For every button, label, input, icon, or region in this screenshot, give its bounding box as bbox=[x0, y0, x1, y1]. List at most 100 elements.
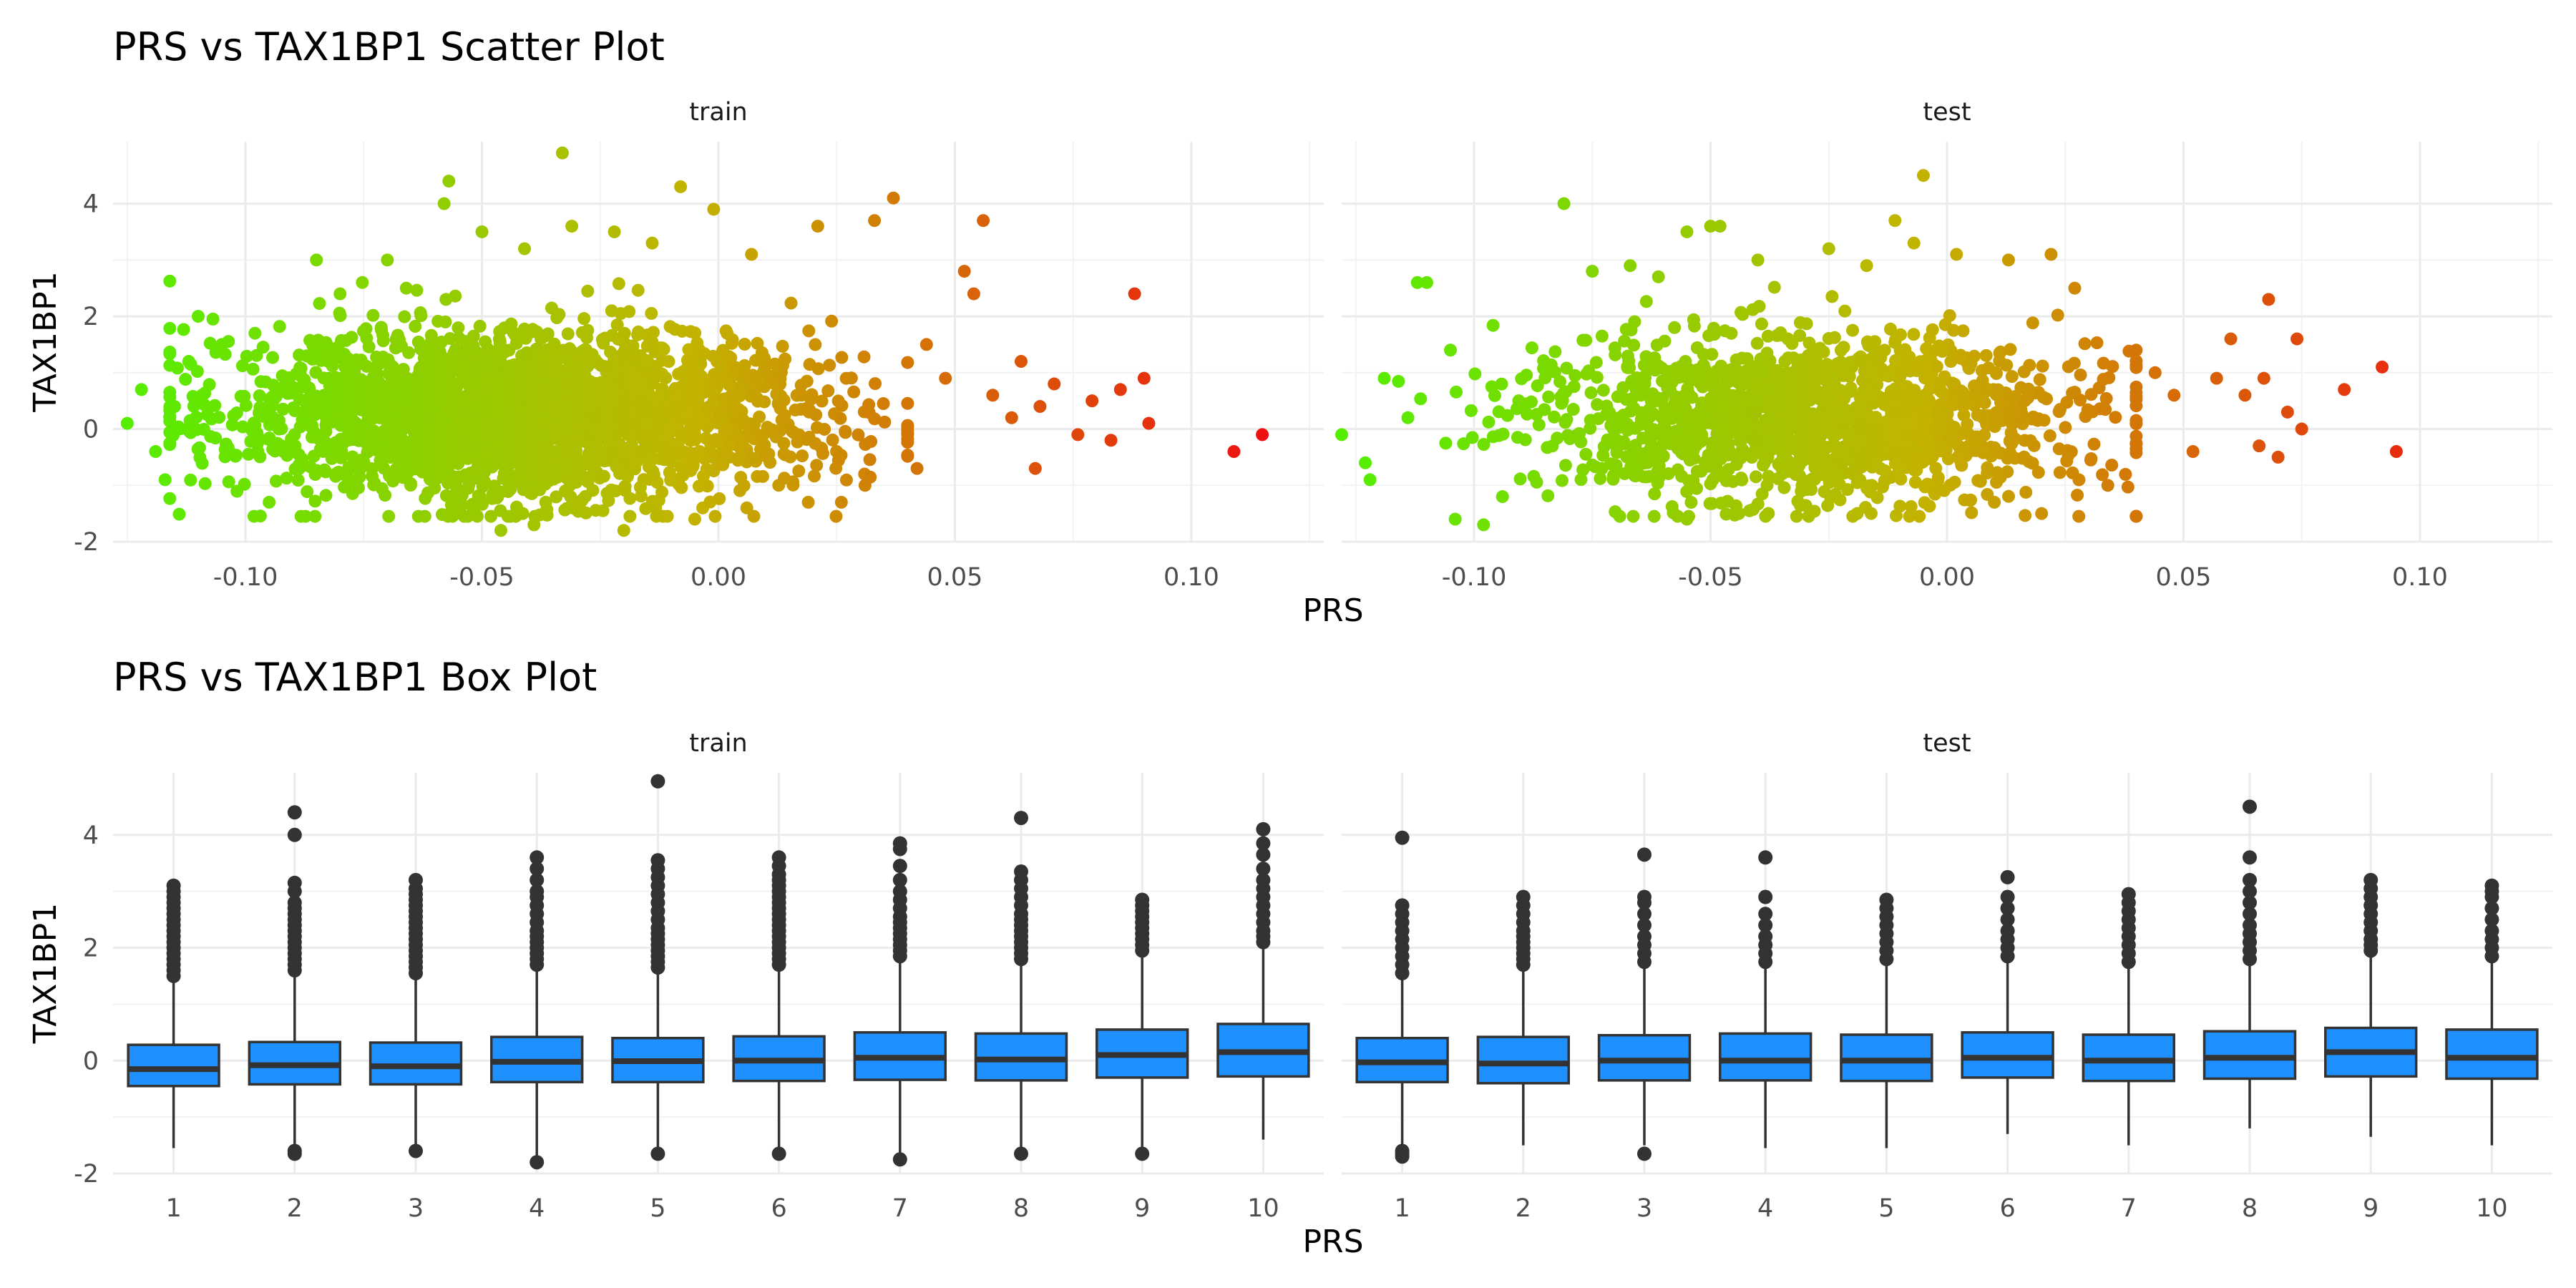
outlier-point bbox=[287, 875, 302, 890]
scatter-point bbox=[462, 478, 476, 492]
scatter-point bbox=[1548, 345, 1562, 358]
scatter-point bbox=[317, 371, 331, 385]
scatter-point bbox=[684, 325, 698, 338]
scatter-point bbox=[1825, 290, 1839, 303]
scatter-point bbox=[1558, 459, 1572, 472]
scatter-point bbox=[803, 358, 816, 371]
scatter-point bbox=[723, 378, 736, 391]
scatter-point bbox=[574, 419, 587, 433]
scatter-point bbox=[1482, 415, 1496, 429]
scatter-point bbox=[2257, 371, 2270, 385]
scatter-point bbox=[1711, 380, 1724, 394]
scatter-point bbox=[310, 253, 323, 267]
scatter-point bbox=[1033, 400, 1047, 414]
scatter-point bbox=[1970, 430, 1984, 444]
scatter-point bbox=[1785, 337, 1799, 351]
x-tick-label: 7 bbox=[2121, 1194, 2137, 1223]
scatter-point bbox=[1619, 323, 1633, 336]
scatter-point bbox=[1954, 384, 1968, 398]
scatter-point bbox=[852, 428, 865, 441]
scatter-point bbox=[1956, 324, 1970, 338]
scatter-point bbox=[2044, 248, 2058, 261]
scatter-point bbox=[1420, 275, 1433, 289]
scatter-plot-section: PRS vs TAX1BP1 Scatter Plot train-0.10 -0… bbox=[27, 24, 2552, 629]
scatter-point bbox=[269, 474, 283, 488]
scatter-point bbox=[592, 452, 606, 466]
box-10 bbox=[1216, 821, 1310, 1140]
scatter-point bbox=[263, 392, 276, 406]
scatter-point bbox=[590, 436, 604, 450]
scatter-point bbox=[1658, 401, 1672, 414]
scatter-point bbox=[568, 456, 582, 469]
scatter-point bbox=[419, 492, 432, 505]
scatter-point bbox=[209, 431, 223, 445]
scatter-point bbox=[901, 396, 914, 410]
scatter-point bbox=[375, 482, 389, 495]
scatter-point bbox=[2119, 467, 2132, 481]
x-tick-label: -0.05 bbox=[449, 563, 514, 592]
scatter-point bbox=[901, 356, 914, 369]
scatter-point bbox=[605, 304, 618, 318]
box-2 bbox=[248, 805, 342, 1161]
outlier-point bbox=[1637, 847, 1652, 862]
outlier-point bbox=[1014, 811, 1028, 826]
scatter-point bbox=[1363, 473, 1377, 487]
scatter-point bbox=[411, 382, 424, 396]
scatter-point bbox=[2086, 405, 2099, 419]
scatter-point bbox=[1989, 411, 2003, 424]
scatter-point bbox=[280, 472, 293, 485]
scatter-point bbox=[294, 509, 308, 523]
scatter-point bbox=[631, 283, 645, 297]
scatter-point bbox=[792, 464, 806, 478]
scatter-point bbox=[1888, 214, 1902, 228]
scatter-point bbox=[184, 473, 197, 487]
outlier-point bbox=[287, 895, 302, 910]
scatter-point bbox=[1439, 436, 1453, 450]
scatter-point bbox=[1991, 383, 2005, 396]
scatter-point bbox=[1919, 353, 1933, 367]
scatter-point bbox=[230, 484, 244, 498]
scatter-point bbox=[1901, 437, 1914, 451]
scatter-point bbox=[1881, 428, 1895, 441]
scatter-point bbox=[2129, 417, 2143, 431]
scatter-point bbox=[2019, 485, 2033, 499]
scatter-point bbox=[654, 341, 668, 355]
scatter-point bbox=[777, 436, 791, 450]
scatter-point bbox=[2074, 368, 2087, 381]
scatter-point bbox=[1681, 382, 1694, 396]
scatter-point bbox=[1775, 461, 1788, 474]
scatter-point bbox=[1444, 343, 1458, 357]
scatter-point bbox=[2087, 437, 2101, 451]
scatter-point bbox=[410, 283, 424, 297]
scatter-point bbox=[821, 384, 835, 398]
scatter-point bbox=[327, 345, 341, 358]
scatter-point bbox=[581, 392, 595, 406]
scatter-point bbox=[648, 366, 662, 379]
scatter-point bbox=[2129, 389, 2143, 403]
scatter-point bbox=[1486, 318, 1500, 332]
scatter-point bbox=[490, 408, 504, 421]
scatter-point bbox=[734, 381, 748, 395]
outlier-point bbox=[1637, 907, 1652, 922]
scatter-point bbox=[1665, 426, 1679, 439]
scatter-point bbox=[1596, 449, 1610, 462]
scatter-point bbox=[1706, 440, 1719, 454]
scatter-point bbox=[1822, 242, 1835, 255]
scatter-point bbox=[1947, 323, 1961, 337]
scatter-point bbox=[1714, 419, 1727, 433]
scatter-point bbox=[1852, 439, 1865, 452]
scatter-point bbox=[247, 416, 260, 430]
scatter-point bbox=[967, 287, 980, 301]
scatter-point bbox=[816, 447, 829, 460]
scatter-point bbox=[633, 480, 647, 494]
scatter-point bbox=[401, 391, 415, 404]
scatter-point bbox=[1755, 317, 1768, 331]
scatter-point bbox=[1227, 445, 1241, 459]
scatter-point bbox=[1532, 418, 1546, 431]
scatter-point bbox=[1789, 393, 1802, 406]
scatter-point bbox=[1639, 295, 1653, 308]
scatter-point bbox=[660, 509, 674, 523]
scatter-point bbox=[359, 322, 373, 336]
scatter-point bbox=[2052, 405, 2066, 419]
